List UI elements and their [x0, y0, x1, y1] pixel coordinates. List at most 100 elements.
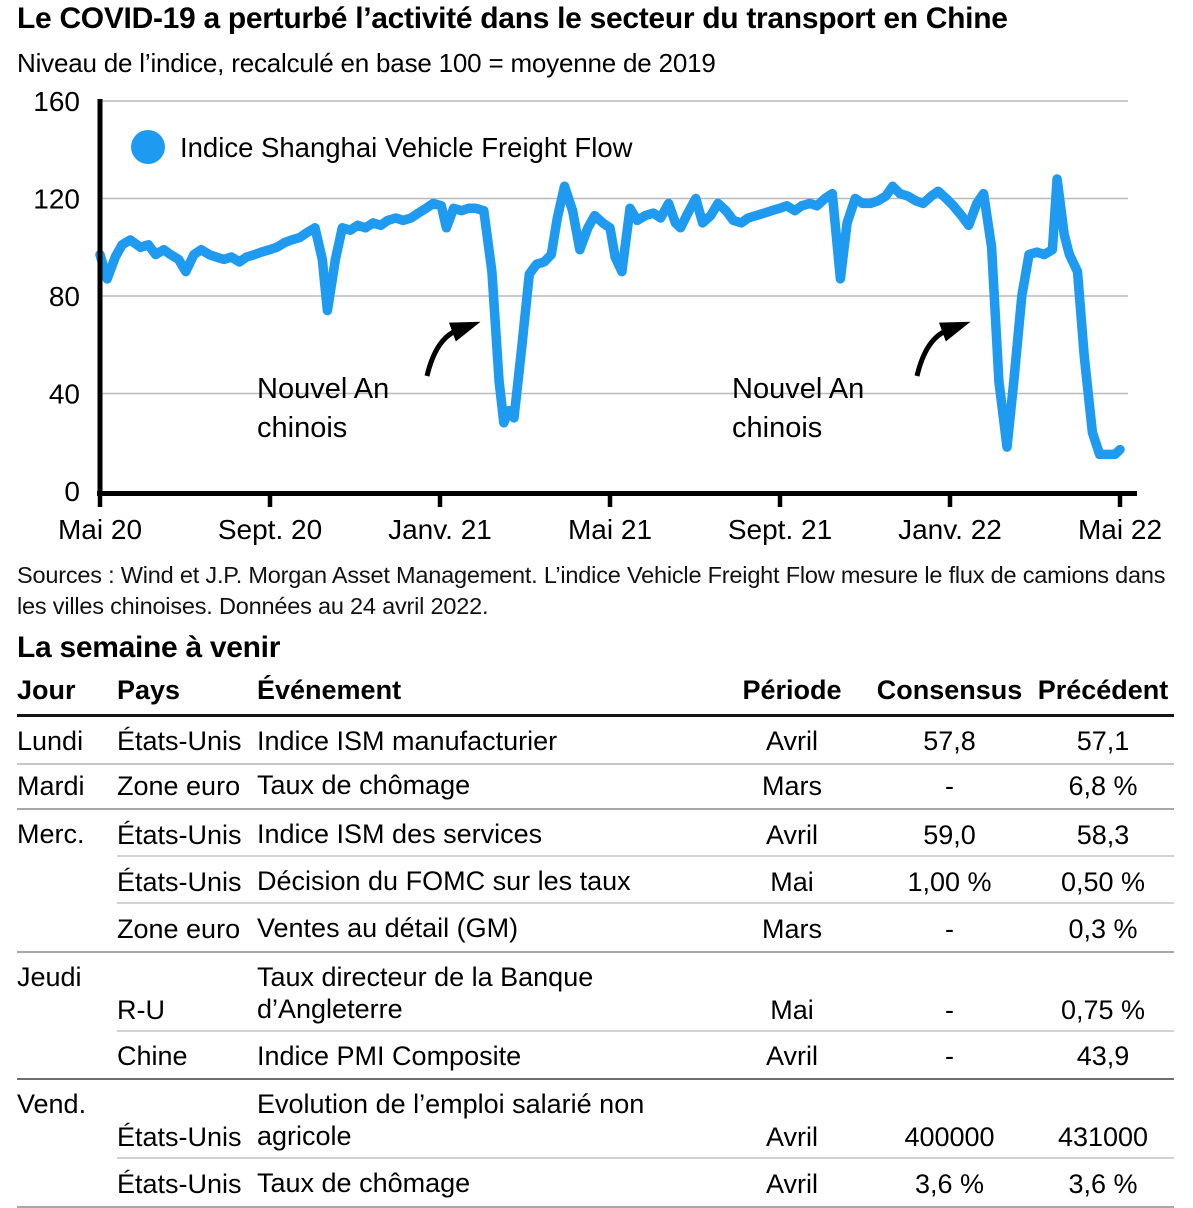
- previous-cell: 3,6 %: [1068, 1168, 1138, 1199]
- col-header-pays: Pays: [117, 674, 181, 705]
- x-tick-label: Sept. 21: [728, 514, 832, 545]
- period-cell: Avril: [765, 1041, 818, 1072]
- event-line: Taux directeur de la Banque: [257, 961, 594, 992]
- country-cell: États-Unis: [117, 1122, 242, 1153]
- period-cell: Avril: [765, 1168, 818, 1199]
- col-header-evenement: Événement: [257, 674, 402, 705]
- period-cell: Avril: [765, 726, 818, 757]
- period-cell: Avril: [765, 820, 818, 851]
- day-cell: Jeudi: [17, 961, 82, 992]
- country-cell: Chine: [117, 1041, 188, 1072]
- event-cell: Indice ISM des services: [257, 819, 543, 850]
- table-row: États-Unis Taux de chômage Avril 3,6 % 3…: [17, 1159, 1174, 1208]
- day-cell: Merc.: [17, 819, 85, 850]
- consensus-cell: 1,00 %: [907, 866, 992, 897]
- previous-cell: 431000: [1057, 1122, 1149, 1153]
- period-cell: Mars: [762, 913, 822, 944]
- period-cell: Mars: [762, 771, 822, 802]
- consensus-cell: 400000: [904, 1122, 995, 1153]
- y-tick-label: 0: [64, 476, 80, 507]
- y-tick-label: 120: [33, 184, 80, 215]
- col-header-jour: Jour: [17, 674, 76, 705]
- event-cell: Taux de chômage: [257, 770, 471, 801]
- row-divider: [117, 1157, 1174, 1160]
- col-header-periode: Période: [742, 674, 842, 705]
- event-line: agricole: [257, 1121, 352, 1152]
- event-line: Evolution de l’emploi salarié non: [257, 1089, 645, 1120]
- country-cell: États-Unis: [117, 1168, 242, 1199]
- below-chart-section: Sources : Wind et J.P. Morgan Asset Mana…: [17, 560, 1177, 1208]
- consensus-cell: 3,6 %: [914, 1168, 985, 1199]
- chart-title: Le COVID-19 a perturbé l’activité dans l…: [17, 2, 1008, 35]
- country-cell: Zone euro: [117, 771, 241, 802]
- annotation-text: Nouvel An: [257, 373, 389, 405]
- freight-flow-series-line: [95, 174, 1125, 460]
- previous-cell: 6,8 %: [1068, 771, 1138, 802]
- table-row: États-Unis Décision du FOMC sur les taux…: [17, 857, 1174, 904]
- consensus-cell: -: [945, 1041, 954, 1072]
- previous-cell: 58,3: [1076, 820, 1130, 851]
- event-cell: Indice ISM manufacturier: [257, 725, 558, 756]
- consensus-cell: -: [945, 994, 954, 1025]
- x-tick-label: Janv. 22: [898, 514, 1002, 545]
- row-divider: [117, 901, 1174, 904]
- col-header-consensus: Consensus: [876, 674, 1023, 705]
- event-cell: Taux de chômage: [257, 1168, 471, 1199]
- period-cell: Avril: [765, 1122, 818, 1153]
- consensus-cell: 59,0: [923, 820, 976, 851]
- table-row: Mardi Zone euro Taux de chômage Mars - 6…: [17, 765, 1174, 811]
- week-ahead-table: Jour Pays Événement Période Consensus Pr…: [17, 667, 1174, 1208]
- event-cell: Evolution de l’emploi salarié non agrico…: [257, 1089, 717, 1153]
- freight-flow-line-chart: 0 40 80 120 160 Mai 20 Sept. 20 Janv. 21 Mai 21 S…: [33, 86, 1162, 545]
- consensus-cell: -: [945, 913, 954, 944]
- annotation-text: Nouvel An: [732, 373, 864, 405]
- table-row: Lundi États-Unis Indice ISM manufacturie…: [17, 717, 1174, 766]
- previous-cell: 57,1: [1076, 726, 1130, 757]
- table-row: Vend. États-Unis Evolution de l’emploi s…: [17, 1080, 1174, 1160]
- row-divider: [117, 855, 1174, 858]
- legend-dot-icon: [131, 130, 165, 164]
- y-tick-label: 40: [49, 379, 80, 410]
- table-row: Chine Indice PMI Composite Avril - 43,9: [17, 1032, 1174, 1081]
- table-row: Zone euro Ventes au détail (GM) Mars - 0…: [17, 904, 1174, 953]
- country-cell: Zone euro: [117, 913, 241, 944]
- annotation-arrow-icon: [914, 321, 971, 377]
- event-line: d’Angleterre: [257, 993, 403, 1024]
- previous-cell: 43,9: [1076, 1041, 1130, 1072]
- week-ahead-heading: La semaine à venir: [17, 630, 281, 664]
- col-header-precedent: Précédent: [1037, 674, 1169, 705]
- event-cell: Ventes au détail (GM): [257, 912, 519, 943]
- country-cell: États-Unis: [117, 820, 242, 851]
- sources-note: Sources : Wind et J.P. Morgan Asset Mana…: [17, 562, 1166, 620]
- table-row: Jeudi R-U Taux directeur de la Banque d’…: [17, 953, 1174, 1032]
- event-cell: Taux directeur de la Banque d’Angleterre: [257, 962, 717, 1026]
- previous-cell: 0,50 %: [1060, 866, 1146, 897]
- period-cell: Mai: [770, 994, 814, 1025]
- previous-cell: 0,3 %: [1068, 913, 1138, 944]
- chart-plot-area: 0 40 80 120 160 Mai 20 Sept. 20 Janv. 21 Mai 21 S…: [33, 86, 1162, 545]
- legend-label: Indice Shanghai Vehicle Freight Flow: [180, 132, 633, 163]
- day-cell: Vend.: [17, 1089, 87, 1120]
- annotation-text: chinois: [732, 412, 822, 444]
- table-header-row: Jour Pays Événement Période Consensus Pr…: [17, 667, 1174, 717]
- consensus-cell: 57,8: [923, 726, 976, 757]
- x-tick-label: Mai 21: [568, 514, 652, 545]
- annotation-arrow-icon: [424, 321, 481, 377]
- period-cell: Mai: [770, 866, 814, 897]
- row-divider: [117, 1029, 1174, 1032]
- y-tick-label: 80: [49, 281, 80, 312]
- chart-subtitle: Niveau de l’indice, recalculé en base 10…: [17, 48, 716, 78]
- event-cell: Décision du FOMC sur les taux: [257, 866, 631, 897]
- event-cell: Indice PMI Composite: [257, 1040, 522, 1071]
- country-cell: États-Unis: [117, 866, 242, 897]
- x-tick-label: Mai 22: [1078, 514, 1162, 545]
- x-tick-label: Mai 20: [58, 514, 142, 545]
- x-tick-label: Sept. 20: [218, 514, 322, 545]
- country-cell: États-Unis: [117, 726, 242, 757]
- table-row: Merc. États-Unis Indice ISM des services…: [17, 810, 1174, 858]
- previous-cell: 0,75 %: [1060, 994, 1146, 1025]
- day-cell: Lundi: [17, 725, 84, 756]
- y-tick-label: 160: [33, 86, 80, 117]
- country-cell: R-U: [117, 994, 165, 1025]
